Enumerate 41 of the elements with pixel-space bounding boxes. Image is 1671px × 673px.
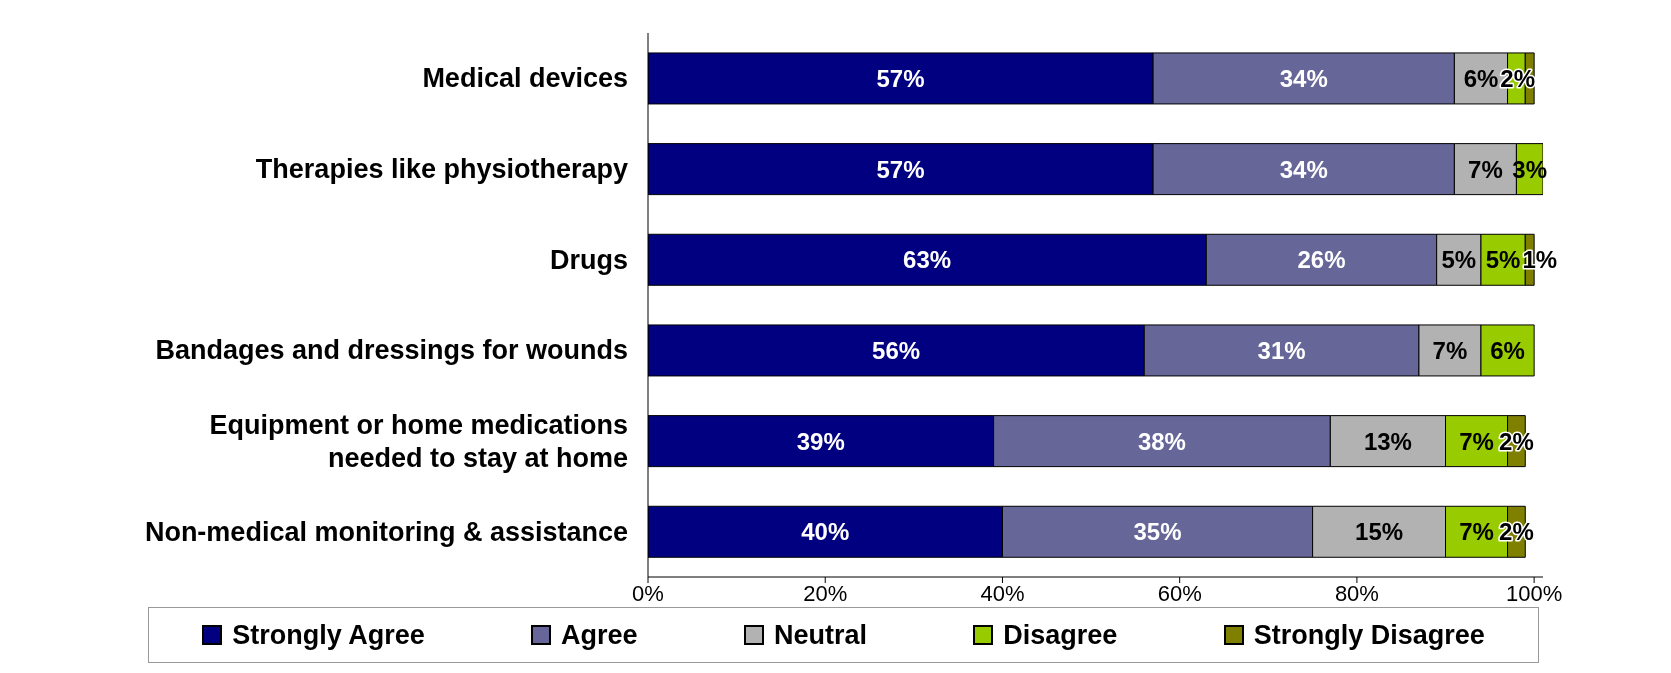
data-label: 5%: [1485, 246, 1521, 274]
data-label: 6%: [1490, 336, 1525, 364]
x-tick-label: 80%: [1334, 580, 1379, 606]
data-label: 35%: [1133, 518, 1182, 546]
legend-label: Neutral: [772, 619, 867, 651]
data-label: 39%: [796, 427, 845, 455]
data-label: 57%: [876, 64, 925, 92]
x-tick-label: 100%: [1506, 580, 1563, 606]
legend-label: Agree: [560, 619, 638, 651]
legend-label: Strongly Disagree: [1252, 619, 1485, 651]
x-tick-label: 20%: [803, 580, 848, 606]
y-tick-label: Drugs: [549, 244, 628, 275]
data-label: 7%: [1432, 336, 1468, 364]
x-tick-label: 0%: [632, 580, 664, 606]
data-label: 2%: [1499, 427, 1534, 455]
y-tick-label: Equipment or home medications needed to stay at home: [209, 410, 628, 473]
data-label: 7%: [1459, 518, 1494, 546]
y-tick-label: Therapies like physiotherapy: [255, 154, 628, 184]
data-label: 15%: [1355, 518, 1404, 546]
y-tick-label: Bandages and dressings for wounds: [155, 335, 628, 366]
y-tick-label: Medical devices: [422, 63, 628, 94]
data-label: 6%: [1463, 64, 1499, 92]
data-label: 7%: [1459, 427, 1494, 455]
legend-label: Disagree: [1002, 619, 1118, 651]
data-label: 63%: [903, 246, 952, 274]
legend-label: Strongly Agree: [231, 619, 425, 651]
x-tick-label: 40%: [980, 580, 1025, 606]
x-tick-label: 60%: [1157, 580, 1202, 606]
data-label: 56%: [872, 336, 921, 364]
data-label: 40%: [801, 518, 850, 546]
data-label: 38%: [1137, 427, 1186, 455]
data-label: 26%: [1297, 246, 1346, 274]
data-label: 5%: [1441, 246, 1477, 274]
data-label: 31%: [1257, 336, 1306, 364]
data-label: 13%: [1363, 427, 1412, 455]
data-label: 7%: [1468, 155, 1503, 183]
data-label: 57%: [876, 155, 925, 183]
data-label: 2%: [1499, 518, 1534, 546]
data-label: 34%: [1279, 155, 1328, 183]
y-tick-label: Non-medical monitoring & assistance: [144, 516, 628, 547]
data-label: 34%: [1279, 64, 1328, 92]
